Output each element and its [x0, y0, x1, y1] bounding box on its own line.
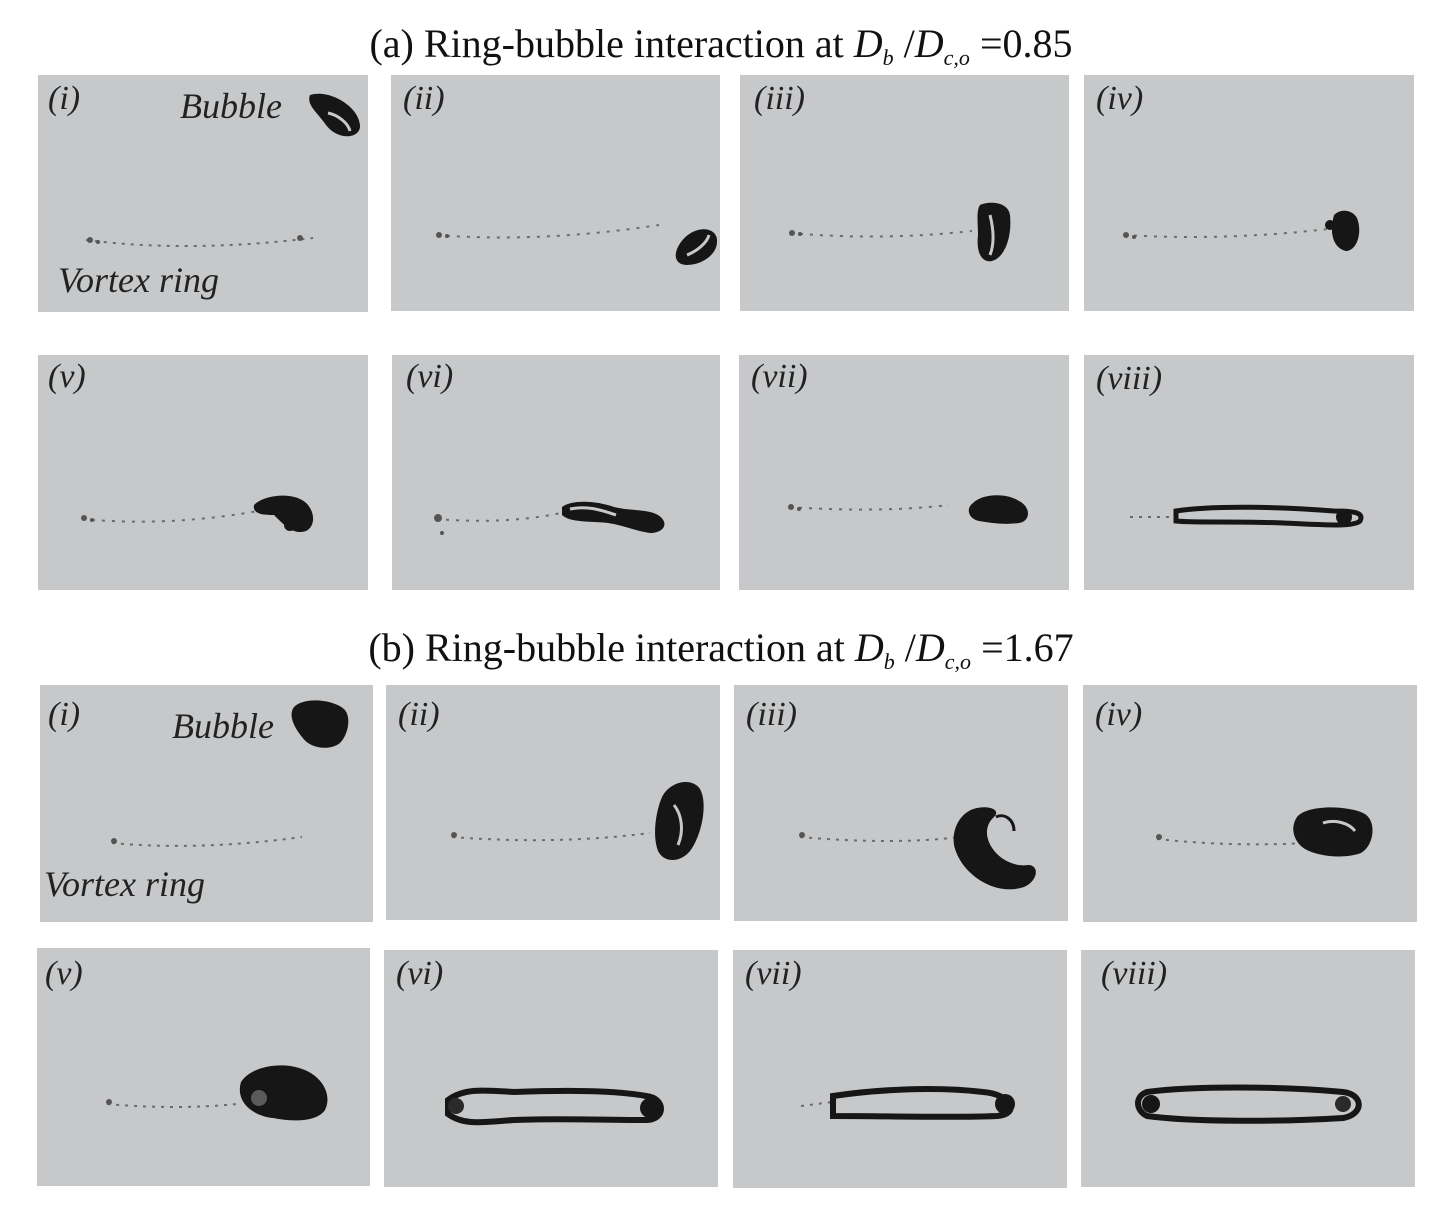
section-b-title-text: (b) Ring-bubble interaction at: [368, 625, 855, 670]
panel-label: (vii): [745, 955, 802, 992]
subscript-co: c,o: [944, 649, 972, 674]
panel-label: (vi): [406, 358, 454, 395]
panel-label: (v): [45, 955, 83, 992]
panel-a-i: (i) Bubble Vortex ring: [38, 75, 368, 312]
symbol-d: D: [854, 625, 884, 670]
slash: /: [893, 21, 915, 66]
panel-label: (iv): [1095, 696, 1143, 733]
panel-b-iii: (iii): [734, 685, 1068, 921]
panel-a-iii: (iii): [740, 75, 1069, 311]
panel-label: (v): [48, 358, 86, 395]
subscript-b: b: [882, 45, 894, 70]
panel-b-viii: (viii): [1081, 950, 1415, 1187]
panel-a-vii: (vii): [739, 355, 1069, 590]
bubble-label: Bubble: [172, 706, 274, 746]
frame-image: [434, 501, 665, 535]
panel-label: (viii): [1101, 955, 1168, 992]
frame-image: [111, 700, 349, 847]
frame-image: [1123, 210, 1360, 251]
frame-image: [106, 1065, 328, 1121]
panel-a-iv: (iv): [1084, 75, 1414, 311]
panel-label: (iv): [1096, 80, 1144, 117]
frame-image: [788, 495, 1028, 524]
panel-label: (vi): [396, 955, 444, 992]
panel-b-ii: (ii): [386, 685, 720, 920]
panel-a-v: (v): [38, 355, 368, 590]
frame-image: [85, 93, 361, 248]
frame-image: [799, 807, 1036, 890]
vortex-ring-label: Vortex ring: [58, 260, 219, 300]
ratio-value: =0.85: [969, 21, 1073, 66]
panel-b-i: (i) Bubble Vortex ring: [40, 685, 373, 922]
panel-label: (ii): [403, 80, 445, 117]
frame-image: [436, 224, 718, 265]
subscript-b: b: [883, 649, 895, 674]
panel-label: (iii): [754, 80, 805, 117]
panel-a-vi: (vi): [392, 355, 720, 590]
frame-image: [81, 495, 314, 533]
panel-label: (vii): [751, 358, 808, 395]
panel-b-iv: (iv): [1083, 685, 1417, 922]
frame-image: [445, 1087, 664, 1126]
panel-b-v: (v): [37, 948, 370, 1186]
panel-label: (iii): [746, 696, 797, 733]
symbol-d: D: [853, 21, 883, 66]
panel-label: (viii): [1096, 360, 1163, 397]
frame-image: [800, 1086, 1015, 1120]
frame-image: [1130, 504, 1364, 528]
ratio-value: =1.67: [971, 625, 1074, 670]
bubble-label: Bubble: [180, 86, 282, 126]
symbol-d: D: [914, 21, 944, 66]
panel-a-ii: (ii): [391, 75, 720, 311]
subscript-co: c,o: [943, 45, 970, 70]
symbol-d: D: [915, 625, 945, 670]
vortex-ring-label: Vortex ring: [44, 864, 205, 904]
panel-a-viii: (viii): [1084, 355, 1414, 590]
section-b-title: (b) Ring-bubble interaction at Db /Dc,o …: [0, 624, 1442, 686]
panel-label: (i): [48, 80, 81, 117]
frame-image: [1135, 1084, 1362, 1124]
panel-label: (i): [48, 696, 81, 733]
panel-b-vii: (vii): [733, 950, 1067, 1188]
panel-b-vi: (vi): [384, 950, 718, 1187]
panel-label: (ii): [398, 696, 440, 733]
frame-image: [451, 782, 704, 860]
frame-image: [789, 202, 1011, 262]
frame-image: [1156, 807, 1373, 857]
section-a-title: (a) Ring-bubble interaction at Db /Dc,o …: [0, 20, 1442, 82]
slash: /: [894, 625, 916, 670]
section-a-title-text: (a) Ring-bubble interaction at: [369, 21, 854, 66]
